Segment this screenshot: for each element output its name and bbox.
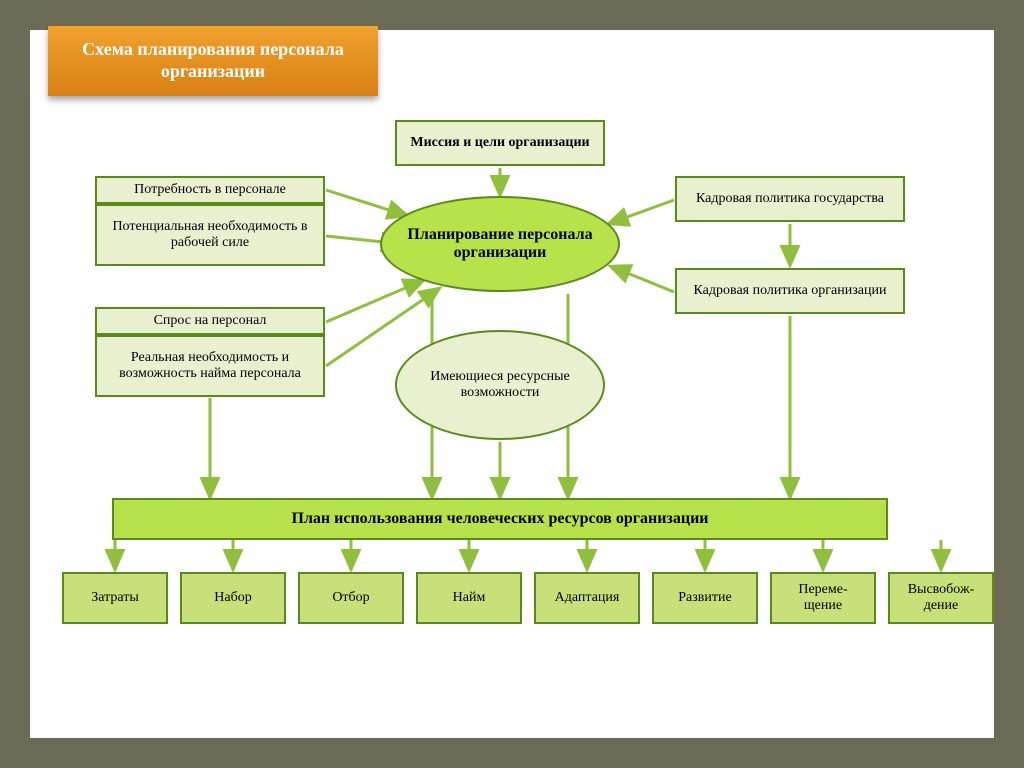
- bottom-item-3: Найм: [416, 572, 522, 624]
- node-real: Реальная необходимость и возможность най…: [95, 335, 325, 397]
- bottom-item-0: Затраты: [62, 572, 168, 624]
- slide-title: Схема планирования персонала организации: [48, 26, 378, 96]
- node-mission: Миссия и цели организации: [395, 120, 605, 166]
- node-org_pol: Кадровая политика организации: [675, 268, 905, 314]
- node-demand: Спрос на персонал: [95, 307, 325, 335]
- node-state_pol: Кадровая политика государства: [675, 176, 905, 222]
- bottom-item-5: Развитие: [652, 572, 758, 624]
- node-resources: Имеющиеся ресурсные возможности: [395, 330, 605, 440]
- bottom-item-1: Набор: [180, 572, 286, 624]
- node-potential: Потенциальная необходимость в рабочей си…: [95, 204, 325, 266]
- node-need: Потребность в персонале: [95, 176, 325, 204]
- bottom-item-7: Высвобож- дение: [888, 572, 994, 624]
- node-plan: План использования человеческих ресурсов…: [112, 498, 888, 540]
- bottom-item-4: Адаптация: [534, 572, 640, 624]
- node-planning: Планирование персонала организации: [380, 196, 620, 292]
- bottom-item-6: Переме- щение: [770, 572, 876, 624]
- bottom-item-2: Отбор: [298, 572, 404, 624]
